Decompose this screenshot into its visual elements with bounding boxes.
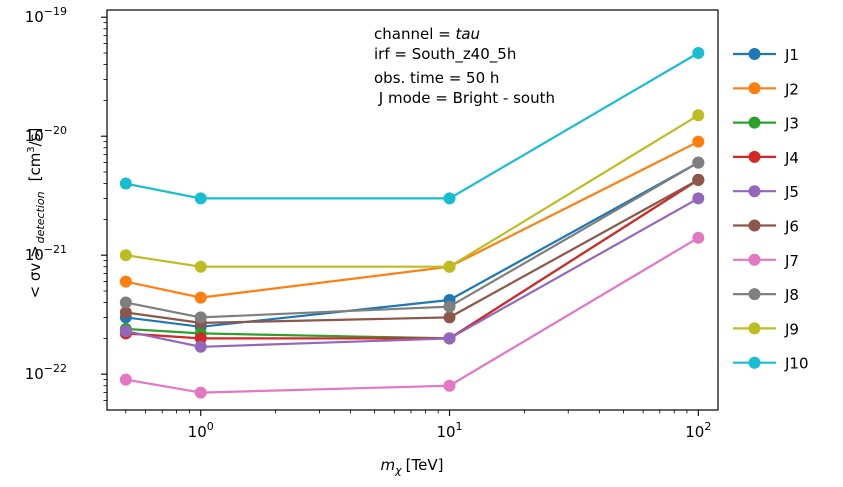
data-point-j7 (443, 379, 456, 392)
legend-item-j3: J3 (733, 115, 799, 133)
legend-swatch-marker (748, 116, 761, 129)
series-layer (119, 47, 705, 399)
data-point-j5 (194, 340, 207, 353)
annotation-obs-time: obs. time = 50 h (374, 69, 499, 87)
data-point-j4 (194, 332, 207, 345)
x-axis: 100 101 102 (125, 410, 711, 441)
y-tick-label: 10−19 (25, 5, 67, 26)
annotation-j-mode: J mode = Bright - south (374, 89, 555, 107)
legend-swatch-marker (748, 253, 761, 266)
series-line-j5 (125, 197, 699, 348)
legend-label: J8 (784, 286, 799, 304)
legend-label: J6 (784, 218, 799, 236)
data-point-j2 (194, 291, 207, 304)
y-axis: 10−22 10−21 10−20 10−19 (25, 5, 107, 401)
legend-item-j9: J9 (733, 320, 799, 338)
data-point-j8 (443, 300, 456, 313)
data-point-j9 (119, 249, 132, 262)
legend-label: J2 (784, 80, 799, 98)
legend-item-j2: J2 (733, 80, 799, 98)
legend-swatch-marker (748, 322, 761, 335)
legend-label: J5 (784, 183, 799, 201)
plot-frame (106, 9, 719, 411)
x-tick-label: 100 (188, 420, 214, 441)
legend-label: J4 (784, 149, 799, 167)
data-point-j6 (119, 306, 132, 319)
data-point-j8 (194, 311, 207, 324)
series-line-j4 (125, 178, 699, 340)
legend-swatch-marker (748, 356, 761, 369)
data-point-j9 (692, 109, 705, 122)
legend-item-j4: J4 (733, 149, 799, 167)
y-axis-title: < σv >detection[cm3/s] (26, 128, 47, 299)
x-axis-title: mχ [TeV] (381, 456, 444, 477)
legend-swatch-marker (748, 288, 761, 301)
data-point-j10 (194, 192, 207, 205)
legend-swatch-marker (748, 48, 761, 60)
annotation-irf: irf = South_z40_5h (374, 45, 516, 64)
y-tick-label: 10−22 (25, 362, 67, 383)
data-point-j5 (692, 192, 705, 205)
data-point-j2 (119, 275, 132, 288)
data-point-j5 (443, 332, 456, 345)
data-point-j10 (443, 192, 456, 205)
series-line-j10 (125, 52, 699, 200)
y-tick-label: 10−20 (25, 124, 67, 145)
legend-item-j10: J10 (733, 355, 809, 373)
series-line-j2 (125, 140, 699, 299)
series-line-j3 (125, 178, 699, 340)
data-point-j9 (194, 260, 207, 273)
data-point-j9 (443, 260, 456, 273)
data-point-j10 (119, 177, 132, 190)
data-point-j7 (119, 373, 132, 386)
legend-swatch-marker (748, 82, 761, 95)
data-point-j7 (194, 386, 207, 399)
legend-swatch-marker (748, 185, 761, 198)
series-line-j6 (125, 178, 699, 324)
legend: J1 J2 J3 J4 J5 J6 J7 J8 J9 J10 (733, 46, 809, 373)
data-point-j2 (692, 135, 705, 148)
data-point-j8 (119, 296, 132, 309)
series-line-j9 (125, 114, 699, 268)
legend-swatch-marker (748, 150, 761, 163)
legend-label: J9 (784, 320, 799, 338)
legend-label: J3 (784, 115, 799, 133)
annotation-block: channel = tau irf = South_z40_5h obs. ti… (374, 25, 555, 107)
data-point-j10 (692, 47, 705, 60)
legend-item-j1: J1 (733, 46, 799, 64)
y-tick-label: 10−21 (25, 243, 67, 264)
legend-item-j5: J5 (733, 183, 799, 201)
legend-item-j8: J8 (733, 286, 799, 304)
legend-label: J1 (784, 46, 799, 64)
series-line-j7 (125, 236, 699, 394)
data-point-j5 (119, 325, 132, 338)
legend-item-j7: J7 (733, 252, 799, 270)
series-line-j8 (125, 161, 699, 319)
data-point-j8 (692, 156, 705, 169)
annotation-channel: channel = tau (374, 25, 480, 43)
legend-label: J10 (784, 355, 809, 373)
legend-swatch-marker (748, 219, 761, 232)
data-point-j6 (443, 311, 456, 324)
data-point-j6 (692, 173, 705, 186)
series-line-j1 (125, 161, 699, 328)
legend-item-j6: J6 (733, 218, 799, 236)
x-tick-label: 101 (436, 420, 462, 441)
legend-label: J7 (784, 252, 799, 270)
data-point-j7 (692, 231, 705, 244)
x-tick-label: 102 (685, 420, 711, 441)
